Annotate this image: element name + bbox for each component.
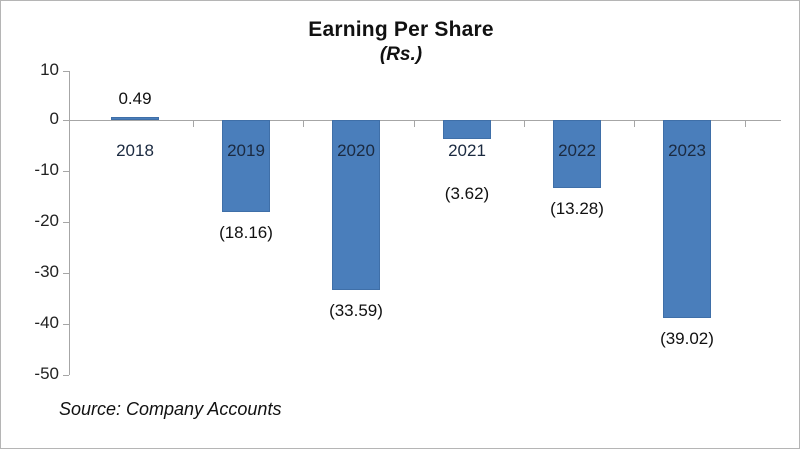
x-axis-zero-line [69, 120, 781, 121]
y-axis-tick-group: -30 [34, 262, 75, 281]
bar-2018[interactable] [111, 117, 159, 120]
y-axis-tick [63, 171, 69, 172]
y-axis-tick [63, 375, 69, 376]
plot-area: 10 0 -10 -20 -30 -40 -50 [34, 60, 781, 383]
y-axis-tick-group: -50 [34, 364, 75, 383]
y-axis-tick-label: -10 [34, 160, 59, 179]
bar-category-label-2021: 2021 [448, 141, 486, 160]
bar-2022[interactable] [553, 120, 601, 188]
bar-value-label-2021: (3.62) [444, 184, 490, 203]
y-axis-tick [63, 324, 69, 325]
y-axis-line [69, 71, 70, 375]
y-axis-tick [63, 120, 69, 121]
y-axis-tick-label: -40 [34, 313, 59, 332]
y-axis-tick [63, 222, 69, 223]
x-axis-tick [634, 120, 635, 127]
bar-value-label-2023: (39.02) [660, 329, 714, 348]
bar-value-label-2019: (18.16) [219, 223, 273, 242]
y-axis-tick-group: -40 [34, 313, 75, 332]
x-axis-tick [745, 120, 746, 127]
y-axis-tick-group: 0 [50, 109, 75, 128]
bar-value-label-2018: 0.49 [118, 89, 152, 108]
y-axis-tick-label: -50 [34, 364, 59, 383]
x-axis-tick [524, 120, 525, 127]
y-axis-tick-label: 0 [49, 109, 59, 128]
bar-category-label-2023: 2023 [668, 141, 706, 160]
bar-category-label-2019: 2019 [227, 141, 265, 160]
bar-value-label-2020: (33.59) [329, 301, 383, 320]
y-axis-tick-group: 10 [40, 60, 75, 79]
y-axis-tick-label: 10 [40, 60, 59, 79]
bar-2023[interactable] [663, 120, 711, 318]
y-axis-tick-group: -10 [34, 160, 75, 179]
y-axis-tick [63, 273, 69, 274]
x-axis-tick [193, 120, 194, 127]
bar-2021[interactable] [443, 120, 491, 139]
bar-category-label-2018: 2018 [116, 141, 154, 160]
y-axis-tick-label: -30 [34, 262, 59, 281]
bar-category-label-2022: 2022 [558, 141, 596, 160]
x-axis-tick [303, 120, 304, 127]
chart-title: Earning Per Share [308, 18, 494, 41]
source-note: Source: Company Accounts [59, 399, 282, 419]
chart-subtitle: (Rs.) [379, 44, 423, 65]
bar-value-label-2022: (13.28) [550, 199, 604, 218]
y-axis-tick [63, 71, 69, 72]
bar-2019[interactable] [222, 120, 270, 212]
y-axis-tick-group: -20 [34, 211, 75, 230]
x-axis-tick [414, 120, 415, 127]
y-axis-tick-label: -20 [34, 211, 59, 230]
bar-category-label-2020: 2020 [337, 141, 375, 160]
bar-2020[interactable] [332, 120, 380, 290]
